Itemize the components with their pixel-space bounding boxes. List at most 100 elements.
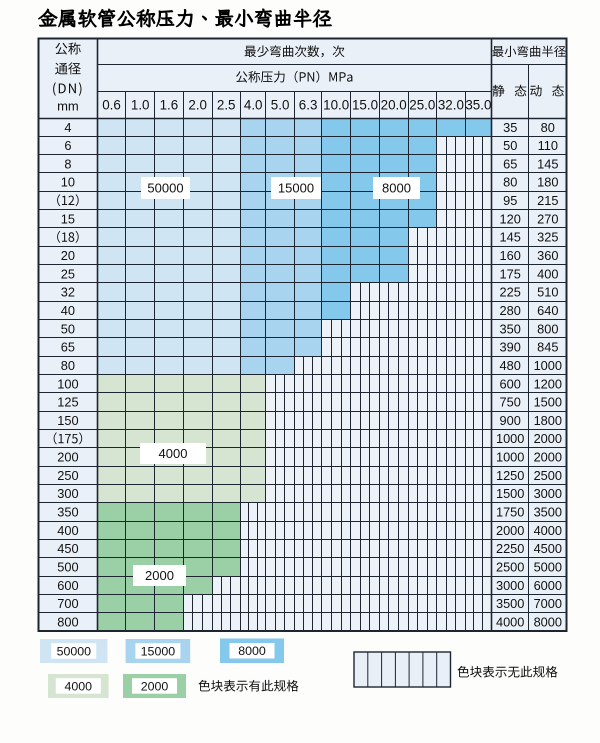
svg-text:4000: 4000 bbox=[496, 614, 524, 629]
svg-text:500: 500 bbox=[57, 560, 78, 575]
svg-text:1.6: 1.6 bbox=[160, 97, 179, 112]
svg-text:2.0: 2.0 bbox=[188, 97, 207, 112]
svg-text:600: 600 bbox=[57, 578, 78, 593]
svg-text:6.3: 6.3 bbox=[299, 97, 318, 112]
svg-text:2000: 2000 bbox=[141, 679, 169, 693]
svg-text:65: 65 bbox=[503, 156, 517, 171]
svg-text:1800: 1800 bbox=[534, 413, 562, 428]
svg-text:510: 510 bbox=[537, 285, 558, 300]
svg-text:40: 40 bbox=[61, 303, 75, 318]
svg-text:350: 350 bbox=[57, 505, 78, 520]
svg-text:80: 80 bbox=[61, 358, 75, 373]
svg-text:390: 390 bbox=[500, 340, 521, 355]
svg-text:8: 8 bbox=[64, 156, 71, 171]
svg-text:215: 215 bbox=[537, 193, 558, 208]
svg-text:1750: 1750 bbox=[496, 505, 524, 520]
svg-text:8000: 8000 bbox=[382, 181, 411, 196]
svg-text:10.0: 10.0 bbox=[323, 97, 349, 112]
svg-text:50: 50 bbox=[503, 138, 517, 153]
svg-text:2000: 2000 bbox=[145, 568, 174, 583]
svg-text:120: 120 bbox=[500, 211, 521, 226]
svg-text:900: 900 bbox=[500, 413, 521, 428]
svg-text:145: 145 bbox=[500, 230, 521, 245]
svg-text:100: 100 bbox=[57, 376, 78, 391]
svg-text:3500: 3500 bbox=[496, 596, 524, 611]
svg-text:225: 225 bbox=[500, 285, 521, 300]
svg-text:1.0: 1.0 bbox=[131, 97, 150, 112]
svg-text:15000: 15000 bbox=[141, 644, 176, 658]
svg-text:280: 280 bbox=[500, 303, 521, 318]
svg-text:125: 125 bbox=[57, 395, 78, 410]
svg-text:200: 200 bbox=[57, 450, 78, 465]
svg-text:3000: 3000 bbox=[496, 578, 524, 593]
svg-text:6: 6 bbox=[64, 138, 71, 153]
svg-text:8000: 8000 bbox=[238, 644, 266, 658]
svg-text:400: 400 bbox=[57, 523, 78, 538]
svg-text:80: 80 bbox=[503, 175, 517, 190]
svg-text:4: 4 bbox=[64, 120, 71, 135]
svg-text:600: 600 bbox=[500, 376, 521, 391]
svg-text:25: 25 bbox=[61, 266, 75, 281]
svg-text:50: 50 bbox=[61, 321, 75, 336]
svg-text:32: 32 bbox=[61, 285, 75, 300]
svg-text:4000: 4000 bbox=[65, 679, 93, 693]
svg-text:2500: 2500 bbox=[534, 468, 562, 483]
svg-text:3000: 3000 bbox=[534, 486, 562, 501]
svg-text:350: 350 bbox=[500, 321, 521, 336]
svg-text:35: 35 bbox=[503, 120, 517, 135]
svg-text:110: 110 bbox=[538, 138, 558, 153]
svg-text:480: 480 bbox=[500, 358, 521, 373]
svg-text:32.0: 32.0 bbox=[438, 97, 464, 112]
svg-text:1000: 1000 bbox=[496, 450, 524, 465]
svg-text:80: 80 bbox=[541, 120, 555, 135]
svg-text:325: 325 bbox=[537, 230, 558, 245]
svg-text:2000: 2000 bbox=[534, 431, 562, 446]
svg-text:300: 300 bbox=[57, 486, 78, 501]
svg-text:145: 145 bbox=[537, 156, 558, 171]
svg-text:845: 845 bbox=[537, 340, 558, 355]
svg-text:0.6: 0.6 bbox=[102, 97, 121, 112]
svg-text:4000: 4000 bbox=[159, 446, 188, 461]
svg-text:250: 250 bbox=[57, 468, 78, 483]
svg-text:800: 800 bbox=[537, 321, 558, 336]
svg-text:1500: 1500 bbox=[496, 486, 524, 501]
svg-text:65: 65 bbox=[61, 340, 75, 355]
svg-text:1200: 1200 bbox=[534, 376, 562, 391]
svg-text:1250: 1250 bbox=[496, 468, 524, 483]
svg-text:450: 450 bbox=[57, 541, 78, 556]
svg-text:95: 95 bbox=[503, 193, 517, 208]
svg-text:750: 750 bbox=[500, 395, 521, 410]
svg-text:150: 150 bbox=[57, 413, 78, 428]
svg-text:15.0: 15.0 bbox=[352, 97, 378, 112]
svg-text:6000: 6000 bbox=[534, 578, 562, 593]
svg-text:mm: mm bbox=[57, 99, 79, 114]
svg-text:640: 640 bbox=[537, 303, 558, 318]
svg-text:4500: 4500 bbox=[534, 541, 562, 556]
svg-text:3500: 3500 bbox=[534, 505, 562, 520]
svg-text:4.0: 4.0 bbox=[244, 97, 263, 112]
svg-text:50000: 50000 bbox=[57, 644, 92, 658]
svg-text:10: 10 bbox=[61, 175, 75, 190]
svg-text:180: 180 bbox=[537, 175, 558, 190]
svg-text:160: 160 bbox=[500, 248, 521, 263]
svg-text:20: 20 bbox=[61, 248, 75, 263]
svg-text:20.0: 20.0 bbox=[381, 97, 407, 112]
svg-text:175: 175 bbox=[500, 266, 521, 281]
svg-text:50000: 50000 bbox=[147, 181, 183, 196]
svg-text:1000: 1000 bbox=[534, 358, 562, 373]
svg-text:360: 360 bbox=[537, 248, 558, 263]
svg-text:4000: 4000 bbox=[534, 523, 562, 538]
svg-text:2500: 2500 bbox=[496, 560, 524, 575]
svg-text:8000: 8000 bbox=[534, 614, 562, 629]
svg-text:700: 700 bbox=[57, 596, 78, 611]
svg-text:270: 270 bbox=[537, 211, 558, 226]
svg-text:15000: 15000 bbox=[278, 181, 314, 196]
svg-text:7000: 7000 bbox=[534, 596, 562, 611]
svg-text:1500: 1500 bbox=[534, 395, 562, 410]
svg-text:2250: 2250 bbox=[496, 541, 524, 556]
svg-text:5000: 5000 bbox=[534, 560, 562, 575]
svg-text:800: 800 bbox=[57, 614, 78, 629]
svg-text:5.0: 5.0 bbox=[271, 97, 290, 112]
svg-text:2000: 2000 bbox=[496, 523, 524, 538]
svg-text:1000: 1000 bbox=[496, 431, 524, 446]
